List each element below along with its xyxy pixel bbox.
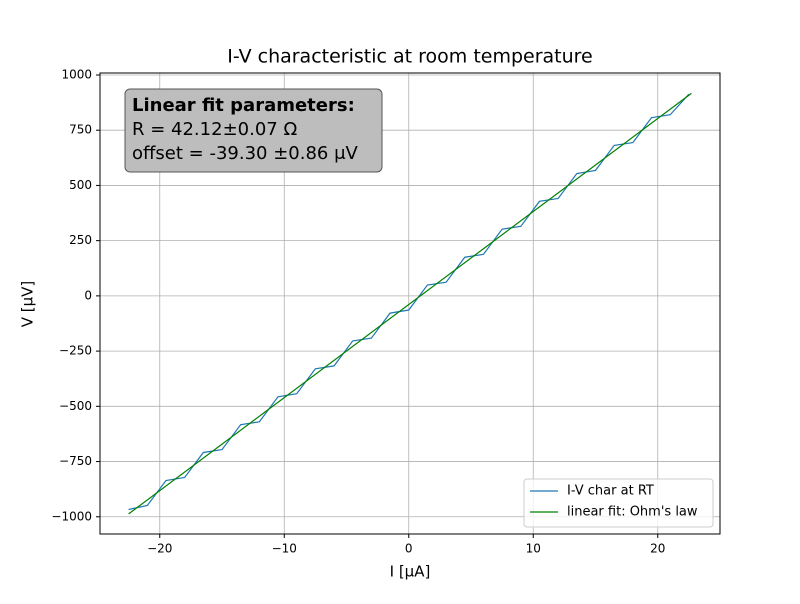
x-tick-label: 10 — [526, 542, 541, 556]
y-tick-label: −750 — [59, 454, 92, 468]
plot-frame — [99, 72, 721, 535]
y-tick-label: 750 — [69, 123, 92, 137]
x-axis-label: I [μA] — [390, 563, 431, 581]
y-tick-label: 0 — [84, 288, 92, 302]
annotation-box — [124, 88, 383, 173]
annotation-title: Linear fit parameters: — [132, 95, 355, 116]
x-tick-label: 20 — [650, 542, 665, 556]
y-tick-label: −500 — [59, 399, 92, 413]
y-tick-label: 1000 — [61, 67, 92, 81]
y-tick-label: 250 — [69, 233, 92, 247]
legend-box — [523, 478, 714, 528]
series-line — [128, 93, 690, 511]
legend-label: I-V char at RT — [567, 484, 654, 499]
y-tick-label: −250 — [59, 344, 92, 358]
y-tick-label: 500 — [69, 178, 92, 192]
chart-title: I-V characteristic at room temperature — [227, 46, 593, 68]
x-tick-label: 0 — [405, 542, 413, 556]
annotation-line: R = 42.12±0.07 Ω — [132, 119, 297, 140]
x-tick-label: −20 — [147, 542, 172, 556]
x-tick-label: −10 — [272, 542, 297, 556]
y-tick-label: −1000 — [51, 509, 92, 523]
annotation-line: offset = -39.30 ±0.86 μV — [132, 143, 359, 164]
series-line — [128, 92, 692, 515]
legend-label: linear fit: Ohm's law — [567, 505, 698, 520]
y-axis-label: V [μV] — [19, 281, 37, 328]
